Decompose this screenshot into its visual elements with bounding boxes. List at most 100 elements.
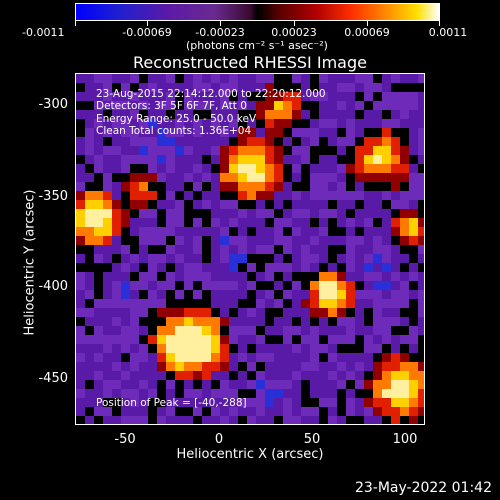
heatmap-cell [301, 371, 310, 380]
heatmap-cell [292, 74, 301, 83]
heatmap-cell [265, 146, 274, 155]
heatmap-cell [229, 272, 238, 281]
heatmap-cell [85, 218, 94, 227]
heatmap-cell [238, 227, 247, 236]
heatmap-cell [409, 245, 418, 254]
heatmap-cell [130, 218, 139, 227]
heatmap-cell [184, 380, 193, 389]
heatmap-cell [346, 281, 355, 290]
heatmap-cell [157, 281, 166, 290]
heatmap-cell [130, 74, 139, 83]
heatmap-cell [166, 110, 175, 119]
heatmap-cell [220, 371, 229, 380]
heatmap-cell [220, 299, 229, 308]
heatmap-cell [121, 182, 130, 191]
heatmap-cell [283, 416, 292, 424]
heatmap-cell [283, 317, 292, 326]
heatmap-cell [310, 191, 319, 200]
heatmap-cell [274, 344, 283, 353]
heatmap-cell [346, 146, 355, 155]
heatmap-cell [220, 146, 229, 155]
heatmap-cell [274, 272, 283, 281]
heatmap-cell [76, 227, 85, 236]
heatmap-cell [391, 416, 400, 424]
heatmap-cell [364, 407, 373, 416]
heatmap-cell [202, 110, 211, 119]
heatmap-cell [418, 299, 424, 308]
heatmap-cell [400, 299, 409, 308]
heatmap-cell [94, 110, 103, 119]
heatmap-cell [400, 200, 409, 209]
heatmap-cell [274, 245, 283, 254]
heatmap-cell [364, 173, 373, 182]
heatmap-cell [94, 92, 103, 101]
heatmap-cell [400, 353, 409, 362]
heatmap-cell [139, 344, 148, 353]
heatmap-cell [274, 137, 283, 146]
heatmap-cell [238, 308, 247, 317]
heatmap-cell [157, 128, 166, 137]
heatmap-cell [139, 407, 148, 416]
heatmap-cell [409, 299, 418, 308]
heatmap-cell [76, 245, 85, 254]
heatmap-cell [112, 362, 121, 371]
heatmap-cell [85, 92, 94, 101]
heatmap-cell [355, 182, 364, 191]
heatmap-cell [310, 101, 319, 110]
heatmap-cell [346, 290, 355, 299]
heatmap-cell [337, 407, 346, 416]
heatmap-cell [220, 119, 229, 128]
heatmap-cell [382, 227, 391, 236]
heatmap-cell [157, 137, 166, 146]
heatmap-cell [346, 110, 355, 119]
heatmap-cell [202, 128, 211, 137]
heatmap-cell [121, 344, 130, 353]
heatmap-cell [364, 101, 373, 110]
heatmap-cell [364, 398, 373, 407]
heatmap-cell [391, 263, 400, 272]
heatmap-cell [238, 362, 247, 371]
heatmap-cell [166, 326, 175, 335]
heatmap-cell [337, 137, 346, 146]
heatmap-cell [220, 380, 229, 389]
heatmap-cell [283, 407, 292, 416]
heatmap-cell [166, 317, 175, 326]
heatmap-cell [112, 326, 121, 335]
heatmap-cell [346, 137, 355, 146]
heatmap-cell [373, 308, 382, 317]
heatmap-cell [229, 173, 238, 182]
heatmap-cell [193, 74, 202, 83]
heatmap-cell [292, 92, 301, 101]
heatmap-cell [382, 146, 391, 155]
y-tick-label: -350 [38, 189, 68, 204]
heatmap-cell [157, 227, 166, 236]
heatmap-cell [76, 263, 85, 272]
heatmap-cell [121, 227, 130, 236]
heatmap-cell [103, 380, 112, 389]
heatmap-cell [103, 362, 112, 371]
heatmap-cell [373, 407, 382, 416]
colorbar-tick [294, 21, 295, 26]
heatmap-cell [310, 227, 319, 236]
heatmap-cell [166, 308, 175, 317]
heatmap-cell [193, 344, 202, 353]
heatmap-cell [310, 200, 319, 209]
heatmap-cell [364, 290, 373, 299]
heatmap-cell [229, 317, 238, 326]
heatmap-cell [130, 182, 139, 191]
heatmap-cell [301, 101, 310, 110]
heatmap-cell [337, 218, 346, 227]
heatmap-cell [337, 416, 346, 424]
heatmap-cell [184, 200, 193, 209]
heatmap-cell [355, 146, 364, 155]
heatmap-cell [346, 173, 355, 182]
heatmap-cell [247, 146, 256, 155]
heatmap-cell [265, 317, 274, 326]
heatmap-cell [112, 344, 121, 353]
heatmap-cell [274, 119, 283, 128]
heatmap-cell [418, 191, 424, 200]
heatmap-cell [247, 191, 256, 200]
heatmap-cell [103, 281, 112, 290]
heatmap-cell [328, 164, 337, 173]
heatmap-cell [94, 326, 103, 335]
